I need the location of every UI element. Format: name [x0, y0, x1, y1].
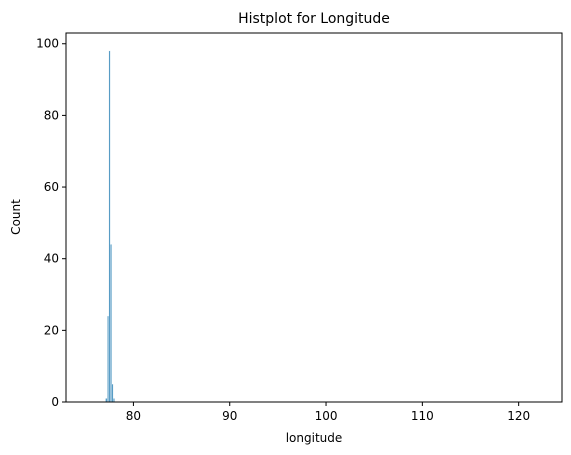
- x-axis-label: longitude: [286, 431, 343, 445]
- y-tick-label-4: 80: [44, 108, 59, 122]
- histogram-bar-3: [110, 244, 112, 403]
- x-tick-label-3: 110: [411, 409, 434, 423]
- y-tick-label-5: 100: [36, 37, 59, 51]
- histogram-bar-4: [111, 383, 114, 403]
- histogram-bars: [105, 50, 115, 403]
- y-tick-label-3: 60: [44, 180, 59, 194]
- y-tick-label-1: 20: [44, 323, 59, 337]
- x-axis-ticks: 80 90 100 110 120: [126, 402, 530, 423]
- chart-title: Histplot for Longitude: [238, 11, 390, 27]
- histogram-bar-5: [113, 398, 115, 403]
- x-tick-label-1: 90: [222, 409, 237, 423]
- histogram-bar-0: [105, 398, 108, 403]
- x-tick-label-4: 120: [507, 409, 530, 423]
- x-tick-label-2: 100: [315, 409, 338, 423]
- x-tick-label-0: 80: [126, 409, 141, 423]
- plot-area-frame: [65, 32, 563, 403]
- y-tick-label-2: 40: [44, 252, 59, 266]
- histogram-bar-1: [107, 315, 110, 403]
- y-tick-label-0: 0: [51, 395, 59, 409]
- y-axis-ticks: 0 20 40 60 80 100: [36, 37, 66, 409]
- y-axis-label: Count: [9, 199, 23, 235]
- histogram-bar-2: [108, 50, 111, 403]
